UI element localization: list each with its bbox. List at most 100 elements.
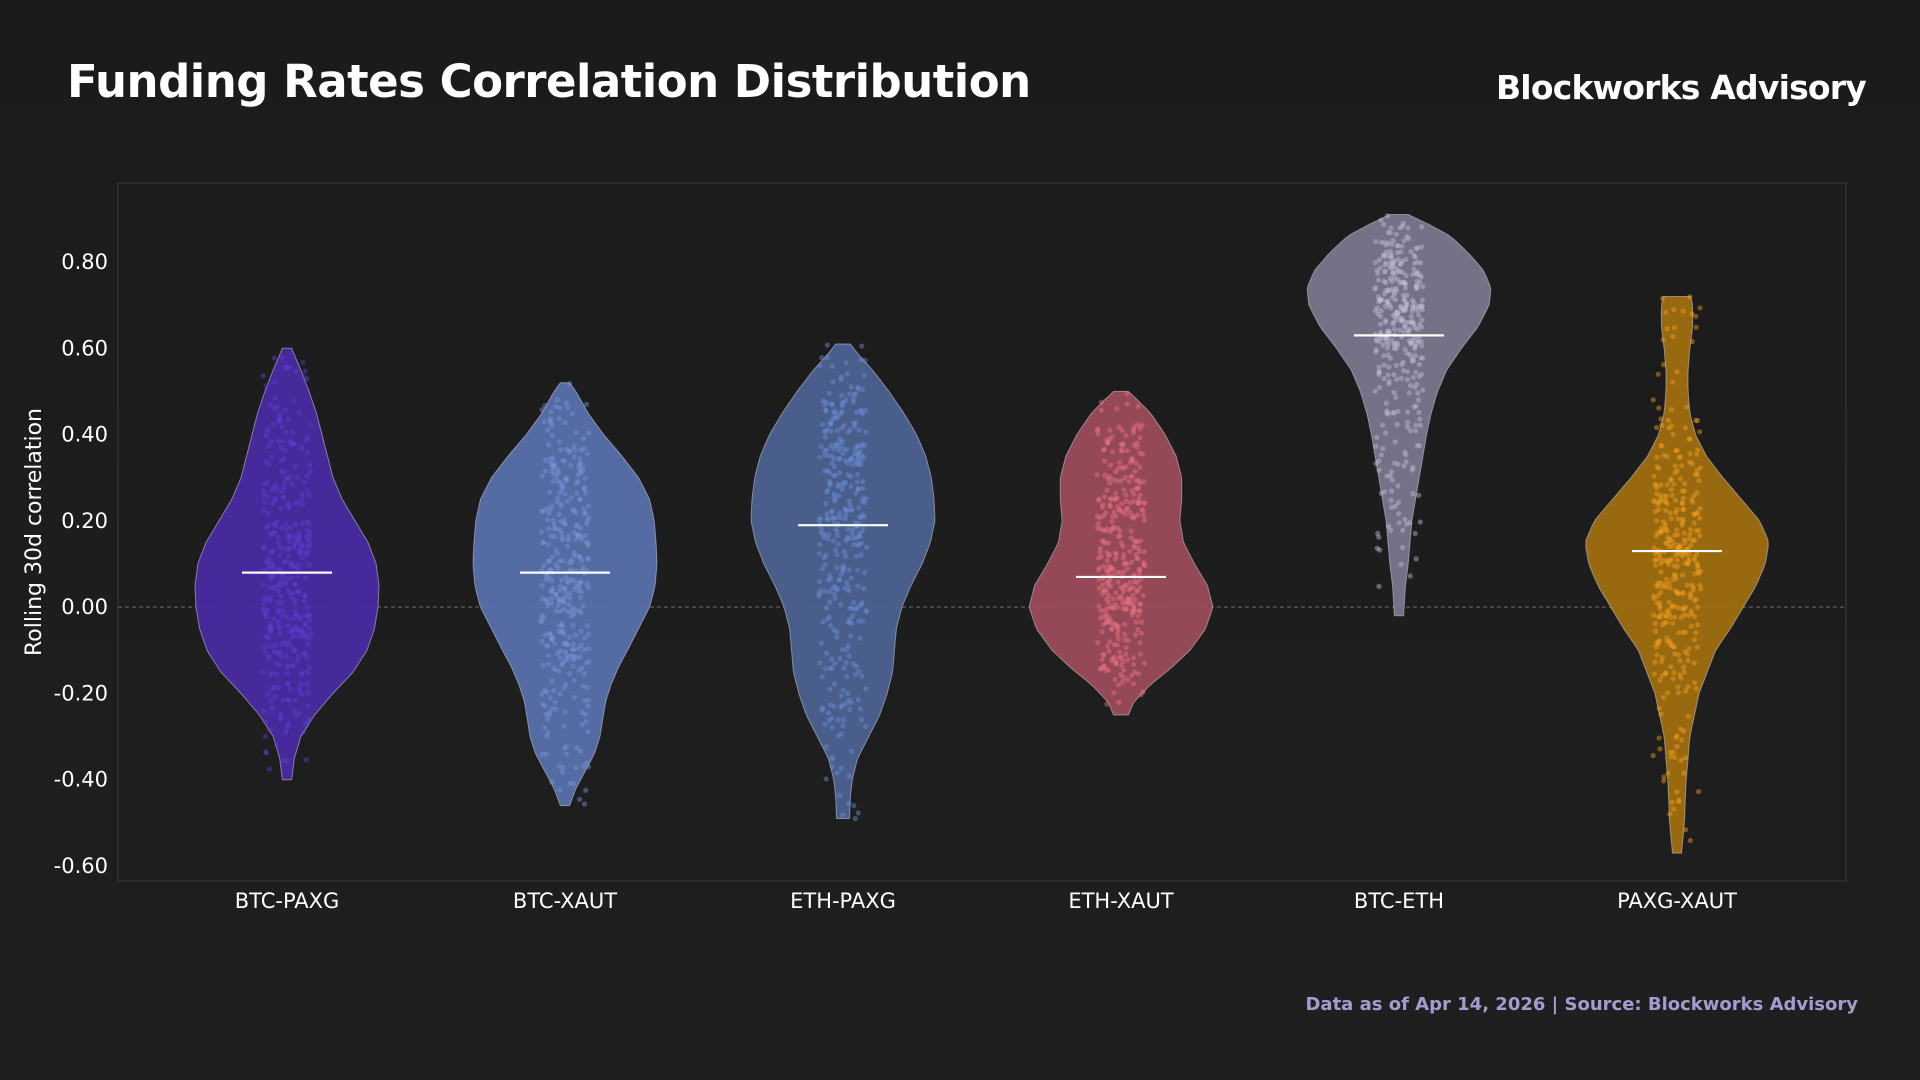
data-point: [560, 660, 566, 666]
data-point: [1124, 448, 1130, 454]
data-point: [1671, 307, 1677, 313]
data-point: [1694, 418, 1701, 424]
data-point: [297, 710, 303, 717]
data-point: [1657, 603, 1663, 609]
data-point: [835, 484, 841, 490]
data-point: [1110, 476, 1116, 483]
data-point: [1389, 337, 1395, 343]
data-point: [291, 398, 297, 404]
data-point: [1104, 612, 1110, 618]
data-point: [1672, 614, 1678, 621]
data-point: [557, 787, 563, 793]
data-point: [287, 438, 293, 444]
data-point: [1383, 249, 1389, 255]
data-point: [558, 577, 565, 583]
data-point: [1141, 549, 1147, 555]
data-point: [1667, 749, 1673, 755]
data-point: [1124, 566, 1130, 572]
data-point: [1097, 515, 1103, 521]
data-point: [1682, 481, 1688, 487]
data-point: [857, 706, 863, 712]
data-point: [1096, 497, 1102, 503]
data-point: [860, 479, 866, 485]
data-point: [831, 493, 837, 499]
data-point: [542, 403, 548, 409]
data-point: [264, 525, 270, 531]
data-point: [1133, 477, 1139, 483]
data-point: [294, 500, 300, 506]
data-point: [273, 742, 279, 748]
data-point: [280, 758, 286, 764]
data-point: [266, 584, 272, 590]
data-point: [1668, 641, 1674, 647]
data-point: [819, 674, 825, 680]
data-point: [1396, 499, 1402, 505]
data-point: [1663, 619, 1670, 626]
data-point: [1402, 346, 1408, 352]
data-point: [1113, 590, 1119, 596]
data-point: [564, 446, 570, 452]
data-point: [1107, 620, 1113, 626]
data-point: [1120, 441, 1126, 447]
data-point: [1386, 364, 1392, 370]
data-point: [851, 599, 857, 605]
data-point: [856, 514, 863, 520]
data-point: [562, 476, 569, 482]
data-point: [822, 452, 828, 458]
data-point: [291, 542, 297, 548]
data-point: [304, 450, 310, 456]
data-point: [859, 540, 865, 546]
data-point: [286, 505, 292, 511]
data-point: [1656, 552, 1663, 558]
data-point: [573, 523, 579, 529]
data-point: [1686, 551, 1692, 557]
data-point: [852, 420, 858, 426]
data-point: [276, 415, 282, 421]
data-point: [1392, 439, 1398, 445]
data-point: [856, 603, 862, 609]
data-point: [1100, 651, 1107, 658]
data-point: [1383, 319, 1389, 325]
data-point: [538, 612, 545, 619]
data-point: [1387, 302, 1393, 308]
data-point: [1137, 651, 1144, 657]
data-point: [307, 533, 313, 539]
data-point: [586, 658, 592, 665]
data-point: [1141, 517, 1147, 523]
data-point: [552, 667, 559, 673]
data-point: [1412, 352, 1418, 359]
data-point: [1100, 665, 1106, 671]
data-point: [861, 454, 867, 460]
data-point: [555, 551, 561, 557]
data-point: [560, 457, 566, 463]
data-point: [838, 392, 845, 398]
data-point: [279, 355, 285, 361]
data-point: [1098, 554, 1104, 560]
data-point: [1113, 495, 1119, 501]
data-point: [574, 745, 580, 751]
data-point: [1675, 684, 1681, 690]
data-point: [1412, 260, 1418, 266]
data-point: [1112, 550, 1118, 556]
data-point: [290, 441, 296, 447]
data-point: [288, 441, 294, 447]
data-point: [1419, 306, 1425, 312]
data-point: [1414, 245, 1421, 251]
data-point: [1096, 585, 1102, 591]
data-point: [1653, 562, 1659, 569]
data-point: [1693, 471, 1699, 477]
data-point: [823, 407, 829, 414]
data-point: [586, 556, 592, 562]
data-point: [1653, 533, 1659, 539]
data-point: [1096, 576, 1102, 583]
data-point: [840, 567, 846, 573]
data-point: [1376, 298, 1382, 305]
data-point: [1100, 527, 1106, 533]
data-point: [305, 641, 311, 647]
data-point: [1109, 657, 1115, 664]
data-point: [840, 812, 846, 818]
data-point: [1376, 368, 1382, 375]
data-point: [846, 587, 852, 594]
data-point: [841, 665, 847, 671]
data-point: [583, 539, 590, 546]
